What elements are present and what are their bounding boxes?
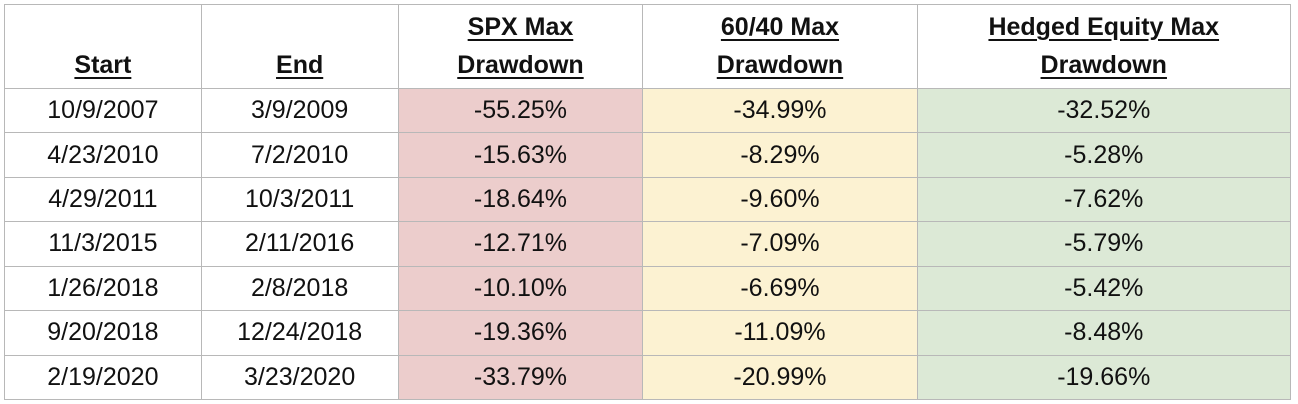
end-cell: 3/23/2020 — [200, 354, 399, 401]
table-row: 10/9/2007 3/9/2009 -55.25% -34.99% -32.5… — [4, 87, 1291, 134]
spx-drawdown-cell: -12.71% — [397, 221, 644, 267]
start-cell: 10/9/2007 — [4, 87, 202, 134]
spx-drawdown-cell: -18.64% — [397, 176, 644, 223]
spx-drawdown-cell: -15.63% — [397, 132, 644, 178]
header-spx-line2: Drawdown — [457, 51, 584, 79]
hedged-equity-drawdown-cell: -5.28% — [916, 132, 1291, 178]
hedged-equity-drawdown-cell: -32.52% — [916, 87, 1291, 134]
header-end: End — [200, 4, 399, 89]
6040-drawdown-cell: -6.69% — [642, 265, 918, 312]
start-cell: 2/19/2020 — [4, 354, 202, 401]
hedged-equity-drawdown-cell: -5.79% — [916, 221, 1291, 267]
spx-drawdown-cell: -19.36% — [397, 310, 644, 356]
header-hedge-line1: Hedged Equity Max — [988, 13, 1220, 41]
hedged-equity-drawdown-cell: -19.66% — [916, 354, 1291, 401]
table-row: 4/29/2011 10/3/2011 -18.64% -9.60% -7.62… — [4, 176, 1291, 223]
start-cell: 9/20/2018 — [4, 310, 202, 356]
header-spx-max-drawdown: SPX Max Drawdown — [397, 4, 644, 89]
header-start-line2: Start — [74, 51, 132, 79]
end-cell: 2/11/2016 — [200, 221, 399, 267]
header-spx-line1: SPX Max — [467, 13, 574, 41]
end-cell: 10/3/2011 — [200, 176, 399, 223]
6040-drawdown-cell: -8.29% — [642, 132, 918, 178]
end-cell: 12/24/2018 — [200, 310, 399, 356]
start-cell: 1/26/2018 — [4, 265, 202, 312]
table-row: 4/23/2010 7/2/2010 -15.63% -8.29% -5.28% — [4, 132, 1291, 178]
end-cell: 2/8/2018 — [200, 265, 399, 312]
hedged-equity-drawdown-cell: -5.42% — [916, 265, 1291, 312]
6040-drawdown-cell: -7.09% — [642, 221, 918, 267]
header-hedge-line2: Drawdown — [1040, 51, 1167, 79]
end-cell: 3/9/2009 — [200, 87, 399, 134]
drawdown-table-container: Start End SPX Max Drawdown 60/40 Max Dra… — [4, 4, 1291, 401]
start-cell: 11/3/2015 — [4, 221, 202, 267]
header-start: Start — [4, 4, 202, 89]
header-6040-line1: 60/40 Max — [720, 13, 840, 41]
table-row: 11/3/2015 2/11/2016 -12.71% -7.09% -5.79… — [4, 221, 1291, 267]
table-row: 2/19/2020 3/23/2020 -33.79% -20.99% -19.… — [4, 354, 1291, 401]
spx-drawdown-cell: -10.10% — [397, 265, 644, 312]
table-row: 9/20/2018 12/24/2018 -19.36% -11.09% -8.… — [4, 310, 1291, 356]
6040-drawdown-cell: -11.09% — [642, 310, 918, 356]
end-cell: 7/2/2010 — [200, 132, 399, 178]
header-6040-max-drawdown: 60/40 Max Drawdown — [642, 4, 918, 89]
start-cell: 4/29/2011 — [4, 176, 202, 223]
6040-drawdown-cell: -9.60% — [642, 176, 918, 223]
header-row: Start End SPX Max Drawdown 60/40 Max Dra… — [4, 4, 1291, 89]
hedged-equity-drawdown-cell: -7.62% — [916, 176, 1291, 223]
spx-drawdown-cell: -55.25% — [397, 87, 644, 134]
start-cell: 4/23/2010 — [4, 132, 202, 178]
6040-drawdown-cell: -20.99% — [642, 354, 918, 401]
spx-drawdown-cell: -33.79% — [397, 354, 644, 401]
6040-drawdown-cell: -34.99% — [642, 87, 918, 134]
header-6040-line2: Drawdown — [716, 51, 844, 79]
hedged-equity-drawdown-cell: -8.48% — [916, 310, 1291, 356]
drawdown-table: Start End SPX Max Drawdown 60/40 Max Dra… — [4, 4, 1291, 401]
table-row: 1/26/2018 2/8/2018 -10.10% -6.69% -5.42% — [4, 265, 1291, 312]
header-end-line2: End — [276, 51, 324, 79]
header-hedged-equity-max-drawdown: Hedged Equity Max Drawdown — [916, 4, 1291, 89]
